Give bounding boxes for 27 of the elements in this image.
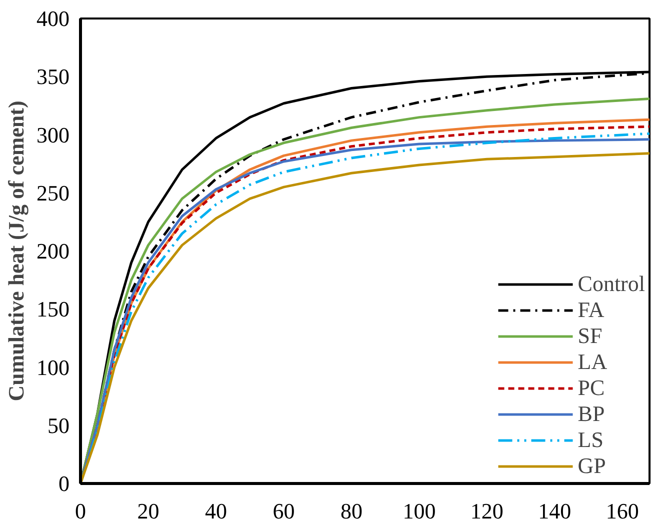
x-tick-label: 140 [538,498,572,521]
legend-label: Control [578,271,645,297]
legend-label: BP [578,401,605,427]
y-tick-label: 50 [48,412,70,438]
x-tick-label: 100 [402,498,436,521]
x-tick-label: 60 [272,498,295,521]
x-tick-label: 40 [204,498,227,521]
legend-label: FA [578,297,604,323]
legend-label: SF [578,323,602,349]
x-tick-label: 0 [75,498,86,521]
y-axis-title: Cumulative heat (J/g of cement) [4,100,28,402]
y-tick-label: 300 [36,122,70,148]
x-tick-label: 20 [137,498,160,521]
x-tick-label: 160 [606,498,639,521]
legend-label: PC [578,375,605,401]
y-tick-label: 400 [36,6,70,31]
y-tick-label: 250 [36,180,70,206]
x-tick-label: 120 [470,498,504,521]
y-tick-label: 200 [36,238,70,264]
y-tick-label: 350 [36,64,70,90]
y-tick-label: 0 [58,471,70,496]
x-tick-label: 80 [340,498,362,521]
y-tick-label: 150 [36,296,70,322]
legend-label: LA [578,349,608,375]
legend-label: GP [578,453,606,479]
y-tick-label: 100 [36,354,70,380]
legend-label: LS [578,427,604,453]
